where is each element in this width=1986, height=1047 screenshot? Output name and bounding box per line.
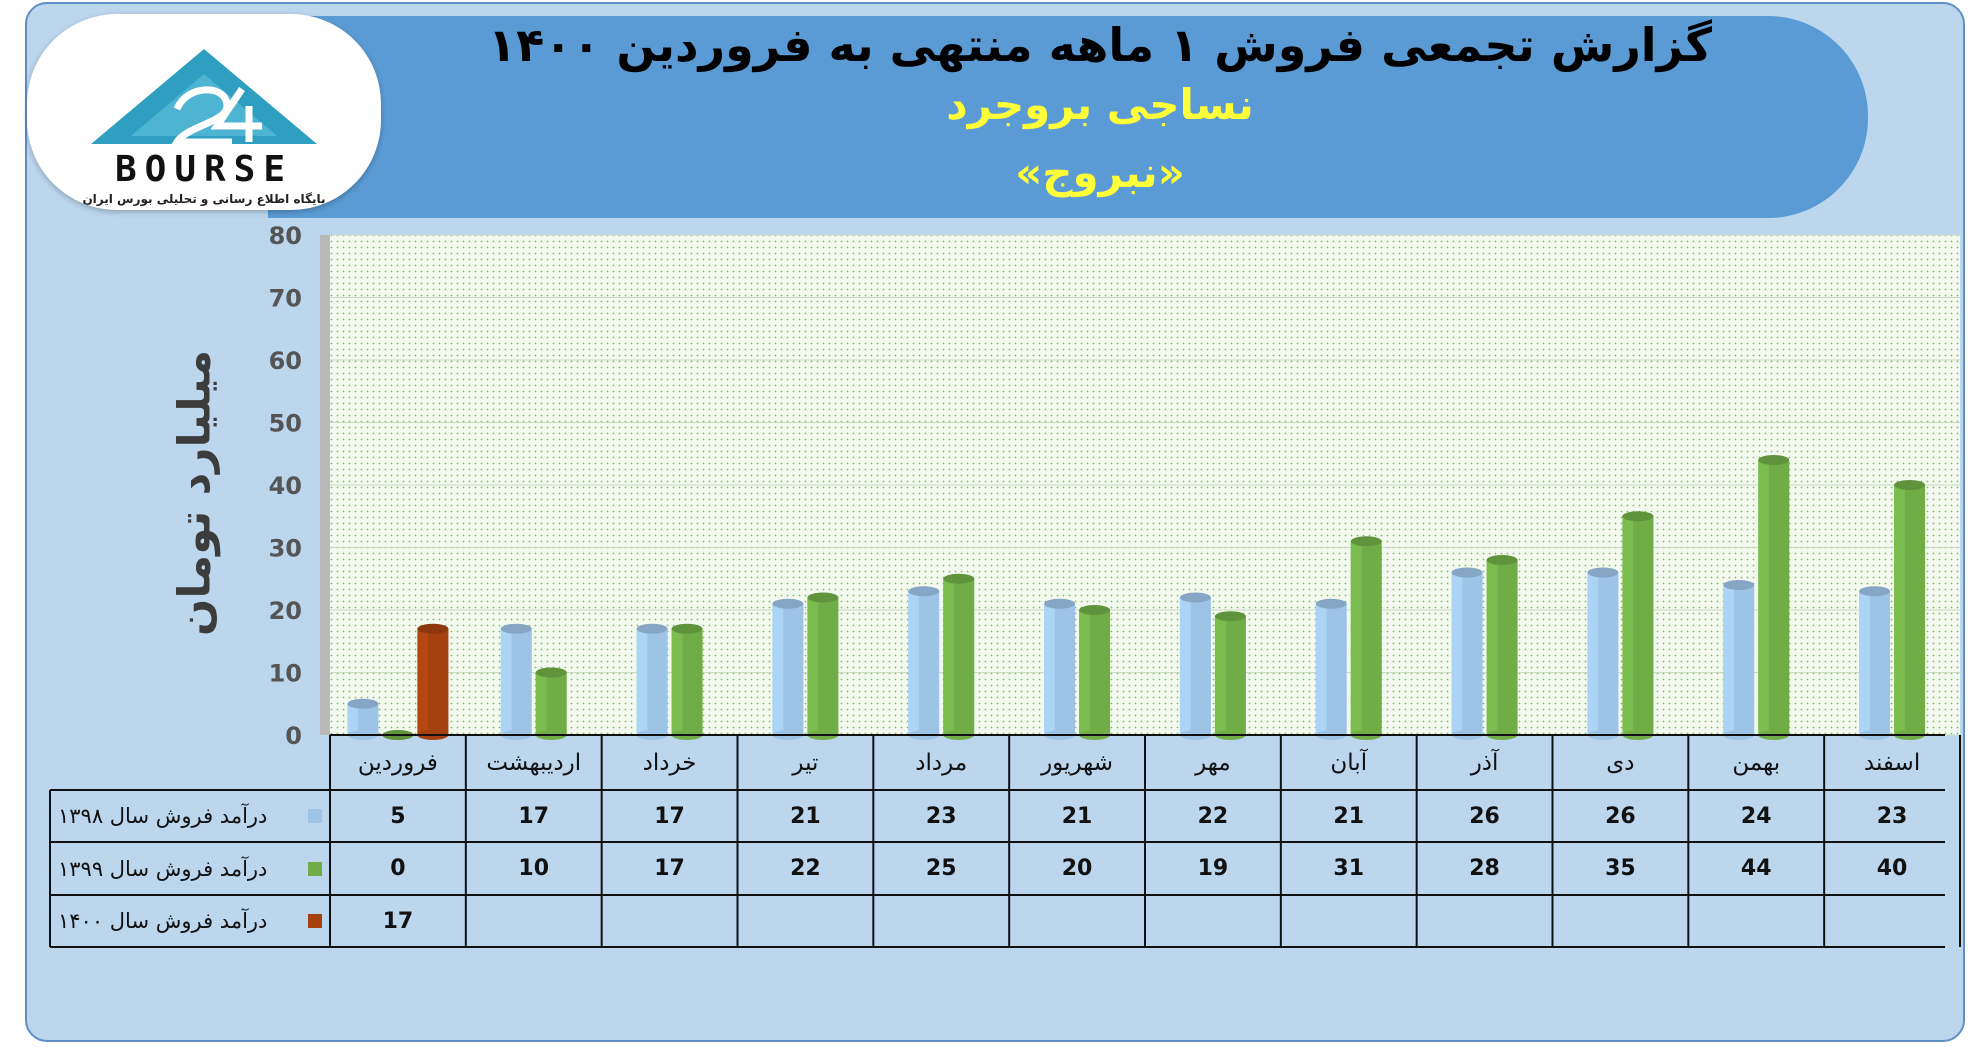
bar-1-8 <box>1315 598 1347 740</box>
x-tick-label: آبان <box>1330 749 1368 776</box>
bar-1-7 <box>1179 592 1211 740</box>
table-value-cell: 10 <box>518 856 550 881</box>
x-tick-label: بهمن <box>1732 749 1781 776</box>
bar-2-2 <box>535 667 567 740</box>
table-value-cell: 23 <box>1876 803 1908 829</box>
company-name: نساجی بروجرد <box>946 80 1254 129</box>
logo-text: BOURSE <box>114 149 294 190</box>
table-value-cell: 31 <box>1333 856 1365 881</box>
table-value-cell: 25 <box>925 856 957 881</box>
y-tick-label: 70 <box>269 285 302 313</box>
y-tick-label: 0 <box>285 722 302 750</box>
bar-1-10 <box>1587 567 1619 740</box>
bar-2-5 <box>943 573 975 740</box>
bar-2-6 <box>1079 605 1111 740</box>
ticker-symbol: «نبروج» <box>1015 148 1185 197</box>
chart-title: گزارش تجمعی فروش ۱ ماهه منتهی به فروردین… <box>488 18 1712 72</box>
table-value-cell: 21 <box>790 803 821 829</box>
table-value-cell: 19 <box>1197 856 1229 881</box>
bar-2-12 <box>1894 480 1926 740</box>
legend-swatch <box>308 861 322 876</box>
x-tick-label: مرداد <box>915 749 968 776</box>
bar-2-7 <box>1214 611 1246 740</box>
legend-item: درآمد فروش سال ۱۴۰۰ <box>58 895 322 947</box>
bar-2-3 <box>671 623 703 740</box>
x-tick-label: اسفند <box>1863 749 1921 776</box>
table-value-cell: 17 <box>382 908 414 934</box>
y-axis-wall <box>320 235 330 735</box>
y-tick-label: 80 <box>269 222 302 250</box>
y-tick-label: 60 <box>269 347 302 375</box>
table-value-cell: 26 <box>1469 803 1500 829</box>
legend-swatch <box>308 914 322 928</box>
bar-1-6 <box>1044 598 1076 740</box>
bar-1-12 <box>1859 586 1891 740</box>
table-value-cell: 17 <box>654 856 685 881</box>
table-value-cell: 40 <box>1876 856 1908 881</box>
legend-item: درآمد فروش سال ۱۳۹۸ <box>58 790 322 842</box>
bar-1-9 <box>1451 567 1483 740</box>
bar-1-4 <box>772 598 804 740</box>
table-value-cell: 17 <box>654 803 685 829</box>
legend-swatch <box>308 809 322 823</box>
legend-item: درآمد فروش سال ۱۳۹۹ <box>58 842 322 895</box>
y-tick-label: 30 <box>269 535 302 563</box>
bar-2-10 <box>1622 511 1654 740</box>
y-tick-label: 40 <box>269 472 302 500</box>
logo-triangle-icon <box>91 49 317 146</box>
bar-1-2 <box>500 623 532 740</box>
table-value-cell: 21 <box>1333 803 1365 829</box>
bar-3-1 <box>417 623 449 740</box>
table-value-cell: 0 <box>390 856 406 881</box>
table-value-cell: 21 <box>1061 803 1093 829</box>
table-value-cell: 22 <box>790 856 821 881</box>
bar-2-4 <box>807 592 839 740</box>
table-value-cell: 5 <box>390 803 406 829</box>
legend-label: درآمد فروش سال ۱۴۰۰ <box>58 909 268 933</box>
bar-1-3 <box>636 623 668 740</box>
x-tick-label: تیر <box>792 749 819 776</box>
y-tick-label: 20 <box>269 597 302 625</box>
table-value-cell: 44 <box>1740 856 1772 881</box>
legend-label: درآمد فروش سال ۱۳۹۸ <box>58 804 268 828</box>
bar-2-11 <box>1758 455 1790 740</box>
header-banner <box>268 16 1868 218</box>
y-tick-label: 50 <box>269 410 302 438</box>
legend-label: درآمد فروش سال ۱۳۹۹ <box>58 856 268 881</box>
x-tick-label: خرداد <box>642 749 697 776</box>
table-value-cell: 23 <box>925 803 957 829</box>
table-value-cell: 20 <box>1061 856 1093 881</box>
logo-subtext: پایگاه اطلاع رسانی و تحلیلی بورس ایران <box>82 192 326 206</box>
x-tick-label: آذر <box>1470 749 1499 776</box>
table-value-cell: 22 <box>1197 803 1229 829</box>
x-tick-label: مهر <box>1195 749 1231 776</box>
logo: BOURSE پایگاه اطلاع رسانی و تحلیلی بورس … <box>27 14 381 210</box>
bar-1-5 <box>908 586 940 740</box>
table-value-cell: 17 <box>518 803 550 829</box>
table-grid <box>49 734 1961 948</box>
x-tick-label: دی <box>1606 749 1635 776</box>
x-tick-label: فروردین <box>357 749 438 776</box>
x-tick-label: اردیبهشت <box>486 749 582 776</box>
y-tick-label: 10 <box>269 660 302 688</box>
x-tick-label: شهریور <box>1041 749 1114 776</box>
bar-1-11 <box>1723 580 1755 740</box>
table-value-cell: 28 <box>1469 856 1500 881</box>
table-value-cell: 26 <box>1605 803 1636 829</box>
bar-2-8 <box>1350 536 1382 740</box>
bar-2-9 <box>1486 555 1518 740</box>
table-value-cell: 35 <box>1605 856 1636 881</box>
bar-1-1 <box>347 698 379 740</box>
table-value-cell: 24 <box>1740 803 1772 829</box>
